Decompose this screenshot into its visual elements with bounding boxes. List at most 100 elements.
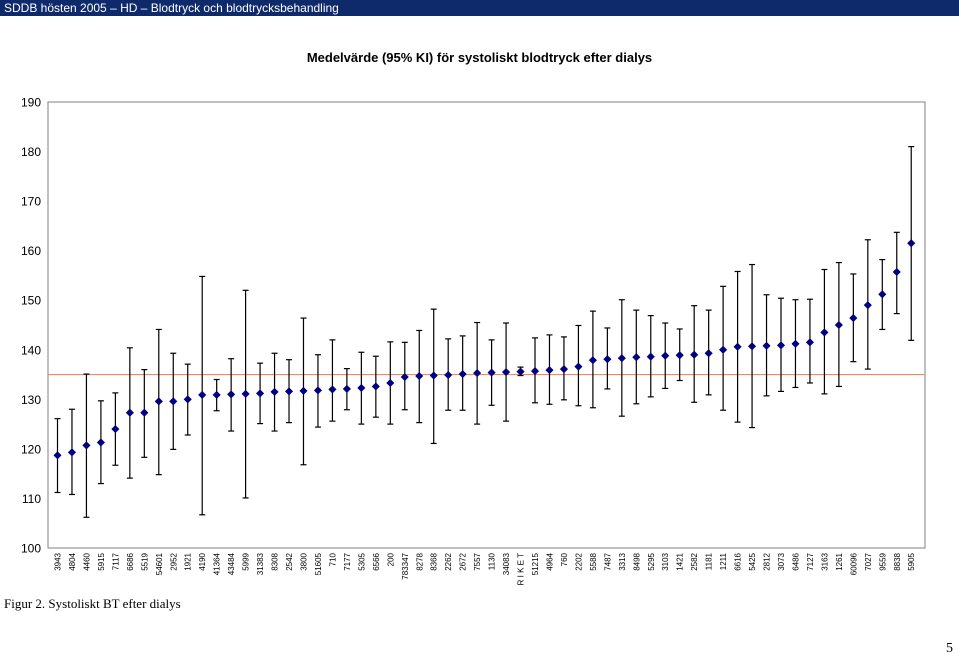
x-tick-label: 6686 — [126, 552, 135, 570]
mean-marker — [805, 338, 815, 347]
mean-marker — [458, 369, 467, 379]
x-tick-label: 60096 — [849, 552, 858, 575]
x-tick-label: 1921 — [184, 552, 193, 570]
x-tick-label: 8838 — [893, 552, 902, 570]
mean-marker — [733, 342, 742, 351]
mean-marker — [487, 368, 496, 377]
mean-markers — [53, 239, 916, 460]
x-tick-label: 5915 — [97, 552, 106, 570]
mean-marker — [429, 371, 438, 380]
mean-marker — [907, 239, 916, 248]
y-tick-label: 170 — [21, 195, 41, 209]
mean-marker — [603, 355, 612, 364]
mean-marker — [357, 383, 366, 393]
x-tick-label: 2202 — [574, 552, 583, 570]
mean-marker — [690, 350, 699, 359]
mean-marker — [154, 397, 163, 406]
x-tick-label: 7177 — [343, 552, 352, 570]
x-tick-label: 8308 — [271, 552, 280, 570]
x-tick-label: 8368 — [430, 552, 439, 570]
x-tick-label: R I K E T — [517, 553, 526, 585]
x-tick-label: 9559 — [878, 552, 887, 570]
mean-marker — [96, 438, 106, 447]
mean-marker — [53, 451, 62, 460]
x-tick-label: 34083 — [502, 552, 511, 575]
mean-marker — [198, 390, 207, 400]
mean-marker — [892, 267, 901, 277]
x-tick-label: 43484 — [227, 552, 236, 575]
x-tick-label: 5425 — [748, 552, 757, 570]
y-tick-label: 110 — [22, 492, 41, 506]
mean-marker — [849, 313, 858, 323]
mean-marker — [501, 367, 511, 377]
x-tick-label: 1421 — [676, 552, 685, 570]
plot-area — [47, 101, 926, 549]
mean-marker — [241, 389, 250, 399]
mean-marker — [863, 301, 872, 310]
x-tick-label: 5999 — [242, 552, 251, 570]
mean-marker — [661, 351, 670, 360]
x-tick-label: 5905 — [907, 552, 916, 570]
x-tick-label: 1130 — [488, 552, 497, 570]
mean-marker — [255, 389, 265, 398]
x-tick-label: 3943 — [54, 552, 63, 570]
mean-marker — [559, 364, 569, 374]
x-tick-label: 5519 — [140, 552, 149, 570]
x-tick-label: 2952 — [169, 552, 178, 570]
x-tick-label: 54601 — [155, 552, 164, 575]
mean-marker — [270, 387, 279, 397]
x-tick-label: 3163 — [820, 552, 829, 570]
x-tick-label: 7127 — [806, 552, 815, 570]
mean-marker — [82, 441, 91, 450]
y-tick-label: 190 — [21, 96, 41, 110]
mean-marker — [545, 365, 554, 375]
mean-marker — [878, 290, 887, 299]
x-tick-label: 51605 — [314, 552, 323, 575]
header-bar: SDDB hösten 2005 – HD – Blodtryck och bl… — [0, 0, 959, 16]
figure-caption: Figur 2. Systoliskt BT efter dialys — [4, 596, 181, 611]
x-tick-label: 2542 — [285, 552, 294, 570]
mean-marker — [762, 341, 771, 350]
mean-marker — [472, 368, 482, 378]
mean-marker — [632, 353, 641, 362]
x-tick-label: 2812 — [763, 552, 772, 570]
x-tick-label: 51215 — [531, 552, 540, 575]
mean-marker — [718, 345, 728, 354]
x-tick-label: 710 — [328, 552, 337, 566]
mean-marker — [140, 408, 149, 417]
x-tick-label: 3073 — [777, 552, 786, 570]
mean-marker — [111, 424, 120, 434]
y-tick-label: 100 — [21, 542, 41, 556]
y-axis-ticks: 100 110 120 130 140 150 160 170 180 190 — [21, 96, 41, 556]
x-tick-label: 6616 — [734, 552, 743, 570]
mean-marker — [617, 354, 626, 363]
x-tick-label: 1211 — [719, 552, 728, 570]
mean-marker — [646, 352, 655, 361]
mean-marker — [183, 395, 192, 404]
x-tick-label: 8498 — [632, 552, 641, 570]
mean-marker — [834, 320, 844, 330]
x-tick-label: 2262 — [444, 552, 453, 570]
x-tick-label: 4964 — [545, 552, 554, 570]
mean-marker — [386, 378, 395, 388]
x-tick-label: 7557 — [473, 552, 482, 570]
mean-marker — [704, 349, 713, 358]
mean-marker — [226, 390, 236, 399]
x-tick-label: 2582 — [690, 552, 699, 570]
page-number: 5 — [946, 641, 953, 656]
mean-marker — [67, 448, 77, 457]
x-tick-label: 1261 — [835, 552, 844, 570]
x-tick-label: 4804 — [68, 552, 77, 570]
x-tick-label: 6566 — [372, 552, 381, 570]
header-title: SDDB hösten 2005 – HD – Blodtryck och bl… — [4, 1, 339, 15]
mean-marker — [574, 362, 583, 371]
mean-marker — [776, 341, 786, 350]
x-tick-label: 3103 — [661, 552, 670, 570]
mean-marker — [675, 351, 684, 360]
mean-marker — [313, 386, 323, 395]
x-tick-label: 8278 — [415, 552, 424, 570]
mean-marker — [791, 339, 800, 348]
x-tick-label: 5305 — [357, 552, 366, 570]
mean-marker — [125, 408, 135, 417]
x-tick-label: 783347 — [401, 552, 410, 579]
